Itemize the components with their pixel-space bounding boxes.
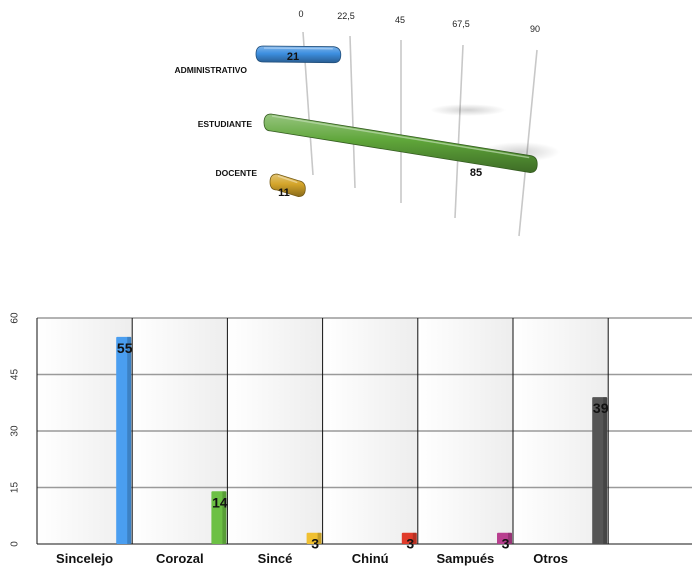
data-label: 21 bbox=[287, 51, 299, 63]
bar-shadow bbox=[430, 104, 506, 116]
data-label: 14 bbox=[212, 494, 228, 510]
tick-label-x: 22,5 bbox=[337, 11, 355, 21]
bar-administrativo bbox=[255, 45, 342, 64]
bar-chinu bbox=[401, 532, 417, 544]
category-label: Corozal bbox=[156, 551, 204, 566]
bar-side bbox=[222, 491, 227, 544]
bar-side bbox=[412, 532, 417, 544]
tick-label-y: 30 bbox=[10, 425, 21, 437]
data-label: 3 bbox=[311, 536, 319, 552]
bar-highlight bbox=[271, 115, 530, 159]
data-label: 55 bbox=[117, 340, 133, 356]
category-label: Sampués bbox=[436, 551, 494, 566]
tick-label-y: 15 bbox=[10, 482, 21, 494]
grid-line bbox=[349, 35, 356, 189]
bar-since bbox=[306, 532, 322, 544]
category-label: Otros bbox=[533, 551, 568, 566]
data-label: 39 bbox=[593, 400, 609, 416]
tick-label-x: 90 bbox=[530, 24, 540, 34]
tick-label-y: 45 bbox=[10, 369, 21, 381]
chart-roles-3d: 0 22,5 45 67,5 90 ADMINISTRATIVO ESTUDIANTE DO… bbox=[174, 9, 560, 237]
data-label: 3 bbox=[406, 536, 414, 552]
bar-side bbox=[127, 336, 132, 544]
grid-line bbox=[454, 44, 464, 219]
bar-docente bbox=[269, 173, 306, 198]
bar-estudiante bbox=[263, 113, 538, 173]
tick-label-x: 45 bbox=[395, 15, 405, 25]
category-label: ADMINISTRATIVO bbox=[174, 65, 247, 75]
bar-side bbox=[508, 532, 512, 544]
bar-sincelejo bbox=[116, 336, 132, 544]
category-label: Sincelejo bbox=[56, 551, 113, 566]
category-label: ESTUDIANTE bbox=[198, 119, 253, 129]
tick-label-x: 0 bbox=[298, 9, 303, 19]
category-label: Chinú bbox=[352, 551, 389, 566]
tick-label-x: 67,5 bbox=[452, 19, 470, 29]
bar-corozal bbox=[211, 491, 227, 544]
data-label: 3 bbox=[502, 536, 510, 552]
category-label: Sincé bbox=[258, 551, 293, 566]
bar-sampues bbox=[497, 532, 512, 544]
bar-side bbox=[317, 532, 322, 544]
tick-label-y: 0 bbox=[10, 541, 21, 547]
data-label: 85 bbox=[470, 167, 482, 179]
bar-otros bbox=[592, 397, 608, 544]
category-label: DOCENTE bbox=[215, 168, 257, 178]
chart-cities: 0 15 30 45 60 55 14 3 3 3 39 Sincelejo Corozal Sinc… bbox=[10, 312, 692, 566]
tick-label-y: 60 bbox=[10, 312, 21, 324]
bar-highlight bbox=[277, 175, 298, 184]
data-label: 11 bbox=[278, 187, 290, 199]
bar-highlight bbox=[263, 47, 333, 50]
bar-side bbox=[603, 397, 608, 544]
